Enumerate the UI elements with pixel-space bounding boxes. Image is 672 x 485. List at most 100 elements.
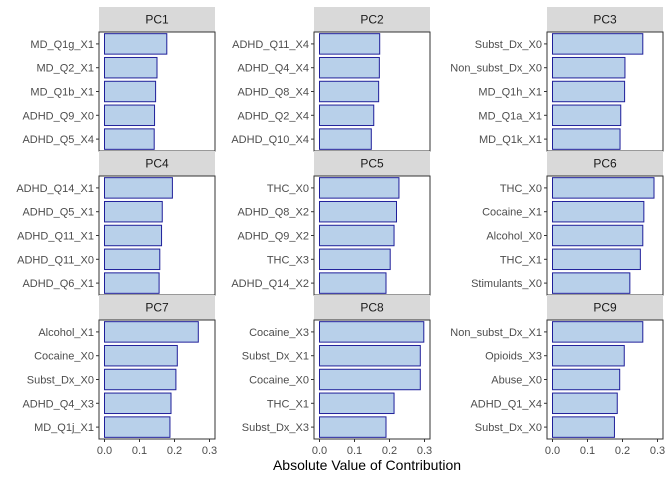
category-label: ADHD_Q9_X0 — [22, 110, 94, 122]
category-label: THC_X3 — [267, 254, 309, 266]
category-label: Subst_Dx_X0 — [475, 422, 542, 434]
bar — [319, 200, 397, 223]
category-label: MD_Q1g_X1 — [30, 39, 94, 51]
strip-title: PC9 — [593, 301, 617, 315]
category-label: Subst_Dx_X0 — [475, 39, 542, 51]
bar — [552, 224, 644, 247]
bar — [319, 416, 387, 438]
bar — [104, 200, 163, 223]
category-label: ADHD_Q8_X4 — [237, 87, 309, 99]
panel-pc7: PC7 Alcohol_X1 Cocaine_X0 Subst_Dx_X0 ADHD_Q… — [22, 295, 217, 457]
x-axis-title: Absolute Value of Contribution — [273, 457, 461, 473]
bar — [552, 272, 631, 294]
x-tick-label: 0.2 — [167, 445, 182, 457]
category-label: MD_Q2_X1 — [37, 63, 94, 75]
panel-pc6: PC6 THC_X0 Cocaine_X1 Alcohol_X0 THC_X1 Stimu… — [471, 151, 664, 296]
bar — [552, 368, 621, 391]
bar — [552, 56, 626, 79]
category-label: Subst_Dx_X3 — [242, 422, 309, 434]
category-label: ADHD_Q14_X2 — [231, 278, 309, 290]
bar — [319, 177, 400, 199]
category-label: ADHD_Q11_X0 — [17, 254, 94, 266]
panel-pc5: PC5 THC_X0 ADHD_Q8_X2 ADHD_Q9_X2 THC_X3 ADHD_… — [231, 151, 431, 296]
x-tick-label: 0.1 — [580, 445, 595, 457]
bar — [552, 344, 625, 367]
strip-background — [314, 7, 430, 32]
bar — [552, 128, 621, 150]
panel-pc9: PC9 Non_subst_Dx_X1 Opioids_X3 Abuse_X0 ADHD… — [450, 295, 665, 457]
category-label: Subst_Dx_X1 — [242, 351, 309, 363]
category-label: ADHD_Q14_X1 — [16, 183, 94, 195]
category-label: THC_X0 — [267, 183, 309, 195]
strip-background — [314, 151, 430, 176]
category-label: ADHD_Q11_X4 — [232, 39, 309, 51]
category-label: Subst_Dx_X0 — [27, 375, 94, 387]
category-label: MD_Q1h_X1 — [478, 87, 542, 99]
bar — [104, 33, 168, 55]
bar — [104, 224, 163, 247]
category-label: MD_Q1b_X1 — [30, 87, 94, 99]
category-label: ADHD_Q8_X2 — [237, 207, 309, 219]
strip-title: PC7 — [145, 301, 169, 315]
bar — [104, 344, 178, 367]
strip-title: PC4 — [145, 157, 169, 171]
category-label: Opioids_X3 — [485, 351, 542, 363]
category-label: ADHD_Q9_X2 — [237, 231, 309, 243]
bar — [104, 248, 161, 271]
x-tick-label: 0.1 — [347, 445, 362, 457]
bar — [104, 80, 157, 103]
bar — [319, 368, 421, 391]
bar — [552, 248, 641, 271]
strip-background — [99, 151, 215, 176]
bar — [552, 416, 615, 438]
bar — [104, 321, 199, 343]
category-label: ADHD_Q6_X1 — [22, 278, 94, 290]
panel-pc2: PC2 ADHD_Q11_X4 ADHD_Q4_X4 ADHD_Q8_X4 ADHD_Q… — [231, 7, 431, 152]
panel-pc8: PC8 Cocaine_X3 Subst_Dx_X1 Cocaine_X0 THC_X1… — [242, 295, 432, 457]
category-label: ADHD_Q5_X1 — [22, 207, 94, 219]
category-label: ADHD_Q2_X4 — [237, 110, 309, 122]
bar — [552, 321, 644, 343]
x-tick-label: 0.0 — [545, 445, 560, 457]
strip-title: PC8 — [360, 301, 384, 315]
bar — [319, 80, 380, 103]
x-tick-label: 0.3 — [417, 445, 432, 457]
category-label: Non_subst_Dx_X1 — [450, 327, 542, 339]
bar — [319, 321, 425, 343]
category-label: Cocaine_X0 — [34, 351, 94, 363]
strip-background — [99, 295, 215, 320]
bar — [319, 224, 395, 247]
bar — [104, 177, 173, 199]
strip-title: PC5 — [360, 157, 384, 171]
category-label: Cocaine_X0 — [249, 375, 309, 387]
category-label: THC_X1 — [267, 398, 309, 410]
category-label: Stimulants_X0 — [471, 278, 542, 290]
x-tick-label: 0.1 — [132, 445, 147, 457]
category-label: MD_Q1a_X1 — [478, 110, 542, 122]
bar — [552, 200, 645, 223]
x-tick-label: 0.2 — [615, 445, 630, 457]
strip-background — [314, 295, 430, 320]
bar — [104, 128, 155, 150]
bar — [319, 344, 421, 367]
category-label: ADHD_Q1_X4 — [470, 398, 542, 410]
panel-border — [546, 319, 664, 440]
strip-title: PC1 — [145, 13, 169, 27]
category-label: Abuse_X0 — [491, 375, 542, 387]
strip-background — [547, 295, 663, 320]
x-tick-label: 0.2 — [382, 445, 397, 457]
bar — [552, 177, 655, 199]
bar — [104, 104, 156, 127]
category-label: Alcohol_X1 — [38, 327, 94, 339]
bar — [104, 368, 177, 391]
x-tick-label: 0.0 — [97, 445, 112, 457]
bar — [319, 104, 375, 127]
bar — [552, 392, 618, 415]
category-label: ADHD_Q4_X4 — [237, 63, 309, 75]
bar — [319, 128, 372, 150]
category-label: THC_X0 — [500, 183, 542, 195]
category-label: MD_Q1j_X1 — [34, 422, 94, 434]
panel-pc1: PC1 MD_Q1g_X1 MD_Q2_X1 MD_Q1b_X1 ADHD_Q9_X0 A… — [22, 7, 216, 152]
